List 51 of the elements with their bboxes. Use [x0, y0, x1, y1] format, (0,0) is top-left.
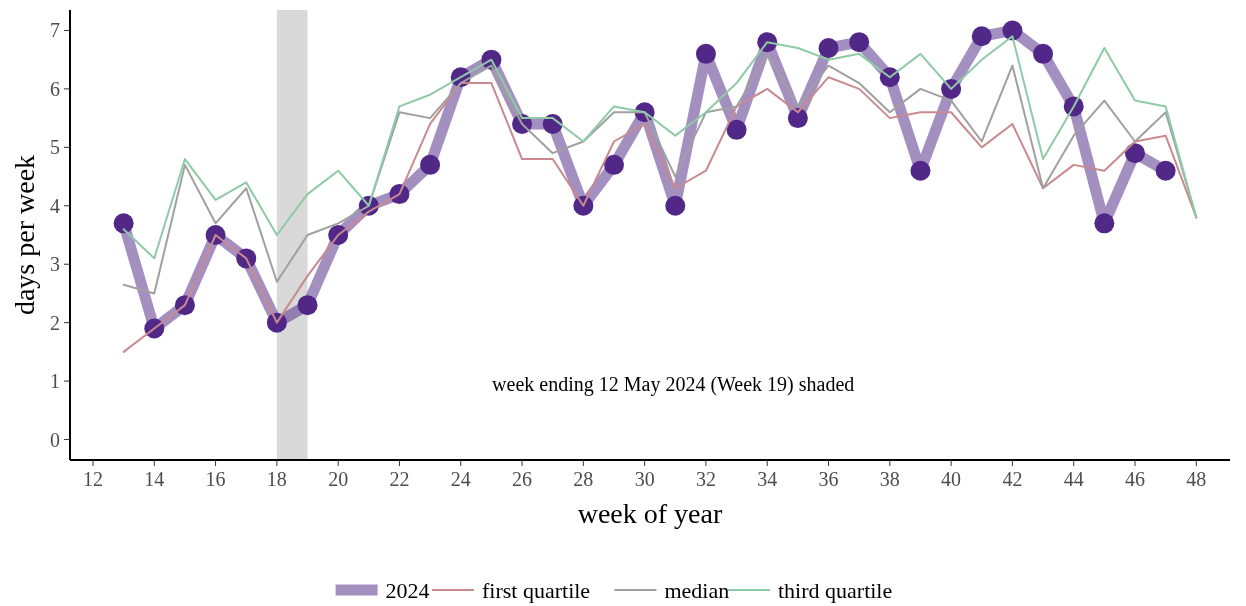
- point: [787, 108, 808, 129]
- legend-label: third quartile: [778, 577, 893, 603]
- x-tick-label: 46: [1124, 468, 1145, 490]
- y-tick-label: 1: [50, 370, 60, 393]
- y-tick-label: 0: [50, 428, 60, 451]
- x-tick-label: 28: [573, 468, 594, 490]
- point: [603, 154, 624, 175]
- y-axis-title: days per week: [9, 154, 40, 316]
- point: [971, 26, 992, 47]
- point: [726, 119, 747, 140]
- annotation: week ending 12 May 2024 (Week 19) shaded: [492, 372, 855, 396]
- y-tick-label: 5: [50, 136, 60, 159]
- legend-label: median: [664, 577, 730, 603]
- x-axis-title: week of year: [577, 498, 723, 529]
- x-tick-label: 14: [144, 468, 165, 490]
- point: [113, 213, 134, 234]
- legend-label: 2024: [385, 577, 430, 603]
- x-tick-label: 36: [818, 468, 839, 490]
- x-tick-label: 38: [879, 468, 900, 490]
- x-tick-label: 32: [695, 468, 716, 490]
- x-tick-label: 40: [941, 468, 962, 490]
- point: [1002, 20, 1023, 41]
- point: [818, 37, 839, 58]
- x-tick-label: 16: [205, 468, 226, 490]
- point: [1155, 160, 1176, 181]
- point: [420, 154, 441, 175]
- point: [665, 195, 686, 216]
- y-tick-label: 7: [50, 19, 60, 42]
- point: [1033, 43, 1054, 64]
- x-tick-label: 26: [512, 468, 533, 490]
- x-tick-label: 30: [634, 468, 655, 490]
- x-tick-label: 44: [1063, 468, 1084, 490]
- legend-label: first quartile: [482, 577, 591, 603]
- y-tick-label: 3: [50, 253, 60, 276]
- point: [695, 43, 716, 64]
- point: [910, 160, 931, 181]
- x-tick-label: 24: [450, 468, 471, 490]
- point: [297, 295, 318, 316]
- y-tick-label: 6: [50, 77, 60, 100]
- x-tick-label: 12: [82, 468, 103, 490]
- x-tick-label: 22: [389, 468, 410, 490]
- y-tick-label: 4: [50, 194, 60, 217]
- point: [849, 32, 870, 53]
- x-tick-label: 48: [1186, 468, 1207, 490]
- y-tick-label: 2: [50, 311, 60, 334]
- x-tick-label: 42: [1002, 468, 1023, 490]
- x-tick-label: 20: [328, 468, 349, 490]
- x-tick-label: 34: [757, 468, 778, 490]
- point: [1094, 213, 1115, 234]
- x-tick-label: 18: [266, 468, 287, 490]
- point: [1124, 143, 1145, 164]
